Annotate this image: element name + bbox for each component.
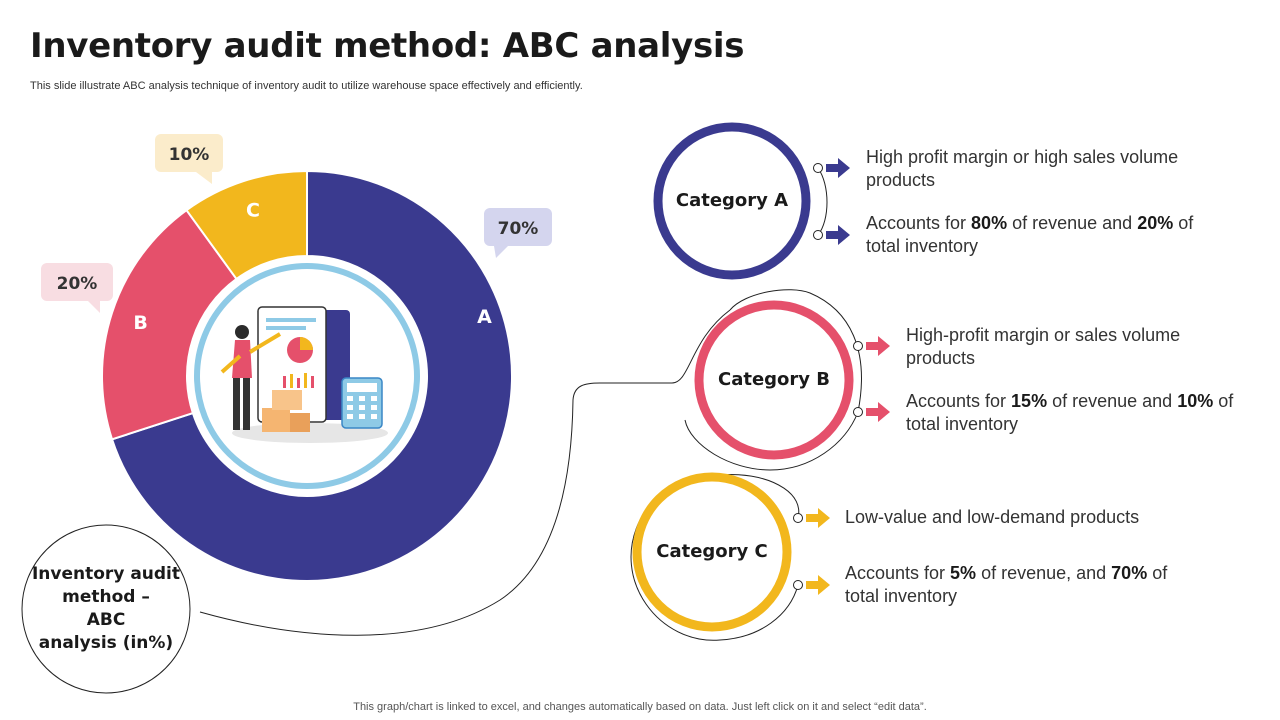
connector-line-main — [199, 309, 731, 636]
donut-chart: A B C — [101, 169, 513, 582]
category-a-desc-1: High profit margin or high sales volume p… — [866, 147, 1179, 190]
connector-line-a — [817, 167, 828, 236]
connector-line-b-lower — [684, 411, 859, 471]
footer-note: This graph/chart is linked to excel, and… — [353, 701, 927, 713]
page-subtitle: This slide illustrate ABC analysis techn… — [30, 80, 583, 92]
connector-dot — [813, 163, 823, 173]
category-c-ring — [632, 472, 792, 632]
page-title: Inventory audit method: ABC analysis — [30, 26, 745, 66]
connector-dot — [793, 580, 803, 590]
category-b-ring — [694, 300, 854, 460]
arrow-right-icon — [866, 336, 890, 356]
connector-dot — [813, 230, 823, 240]
category-a-title: Category A — [675, 190, 789, 211]
connector-line-c — [630, 474, 800, 641]
arrow-right-icon — [826, 225, 850, 245]
arrow-right-icon — [866, 402, 890, 422]
donut-label-c: C — [246, 200, 260, 222]
category-c-desc-2: Accounts for 5% of revenue, and 70% of to… — [845, 563, 1168, 606]
bubble-b-label: 20% — [57, 274, 98, 294]
bubble-c: 10% — [155, 134, 223, 184]
bubble-a-label: 70% — [498, 219, 539, 239]
donut-slice-c — [185, 169, 308, 281]
chart-title: Inventory audit method – ABC analysis (i… — [31, 564, 181, 653]
bubble-b: 20% — [41, 263, 113, 313]
category-b-title: Category B — [717, 369, 831, 390]
category-c-desc-1: Low-value and low-demand products — [845, 507, 1140, 527]
category-b-desc-1: High-profit margin or sales volume produc… — [906, 325, 1181, 368]
donut-label-a: A — [477, 306, 492, 328]
donut-label-b: B — [133, 312, 147, 334]
bubble-a: 70% — [484, 208, 552, 258]
category-b-desc-2: Accounts for 15% of revenue and 10% of to… — [906, 391, 1234, 434]
connector-dot — [853, 341, 863, 351]
category-c-title: Category C — [656, 541, 768, 562]
category-a-desc-2: Accounts for 80% of revenue and 20% of to… — [866, 213, 1194, 256]
category-a-ring — [653, 122, 811, 280]
donut-slice-a — [110, 169, 513, 582]
connector-dot — [853, 407, 863, 417]
arrow-right-icon — [806, 508, 830, 528]
arrow-right-icon — [826, 158, 850, 178]
bubble-c-label: 10% — [169, 145, 210, 165]
arrow-right-icon — [806, 575, 830, 595]
donut-slice-b — [101, 208, 238, 441]
inventory-illustration-icon — [220, 306, 388, 443]
connector-dot — [793, 513, 803, 523]
connector-line-b — [729, 289, 862, 413]
chart-title-circle — [21, 524, 191, 694]
